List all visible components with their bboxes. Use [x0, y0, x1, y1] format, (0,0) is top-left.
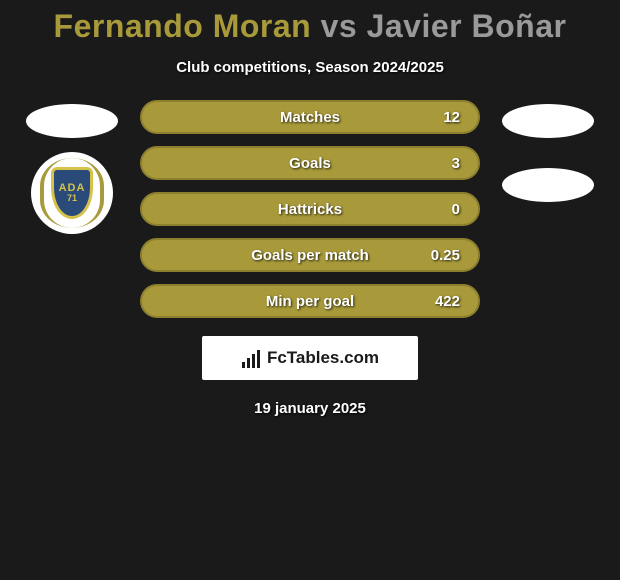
stat-label: Goals	[289, 155, 331, 172]
stat-bar-min-per-goal: Min per goal 422	[140, 284, 480, 318]
date-label: 19 january 2025	[0, 400, 620, 417]
stat-value: 0.25	[431, 247, 460, 264]
right-column	[498, 100, 598, 202]
bar-chart-icon	[241, 348, 261, 368]
page-title: Fernando Moran vs Javier Boñar	[0, 8, 620, 45]
player1-club-badge: ADA 71	[31, 152, 113, 234]
site-logo: FcTables.com	[202, 336, 418, 380]
comparison-row: ADA 71 Matches 12 Goals 3 Hattricks 0 Go…	[0, 100, 620, 318]
title-vs: vs	[321, 8, 358, 44]
logo-text: FcTables.com	[267, 348, 379, 368]
stat-bar-goals-per-match: Goals per match 0.25	[140, 238, 480, 272]
stat-label: Matches	[280, 109, 340, 126]
infographic-container: Fernando Moran vs Javier Boñar Club comp…	[0, 0, 620, 417]
player2-oval	[502, 104, 594, 138]
stat-label: Min per goal	[266, 293, 354, 310]
stat-label: Goals per match	[251, 247, 369, 264]
stat-bar-hattricks: Hattricks 0	[140, 192, 480, 226]
left-column: ADA 71	[22, 100, 122, 234]
stat-value: 422	[435, 293, 460, 310]
stat-bar-goals: Goals 3	[140, 146, 480, 180]
stat-value: 3	[452, 155, 460, 172]
title-player1: Fernando Moran	[54, 8, 312, 44]
player2-club-oval	[502, 168, 594, 202]
title-player2: Javier Boñar	[367, 8, 567, 44]
stat-bar-matches: Matches 12	[140, 100, 480, 134]
player1-oval	[26, 104, 118, 138]
stat-label: Hattricks	[278, 201, 342, 218]
stat-value: 0	[452, 201, 460, 218]
stat-value: 12	[443, 109, 460, 126]
stats-column: Matches 12 Goals 3 Hattricks 0 Goals per…	[140, 100, 480, 318]
badge-inner: ADA 71	[40, 158, 104, 228]
wreath-icon	[40, 158, 104, 228]
subtitle: Club competitions, Season 2024/2025	[0, 59, 620, 76]
